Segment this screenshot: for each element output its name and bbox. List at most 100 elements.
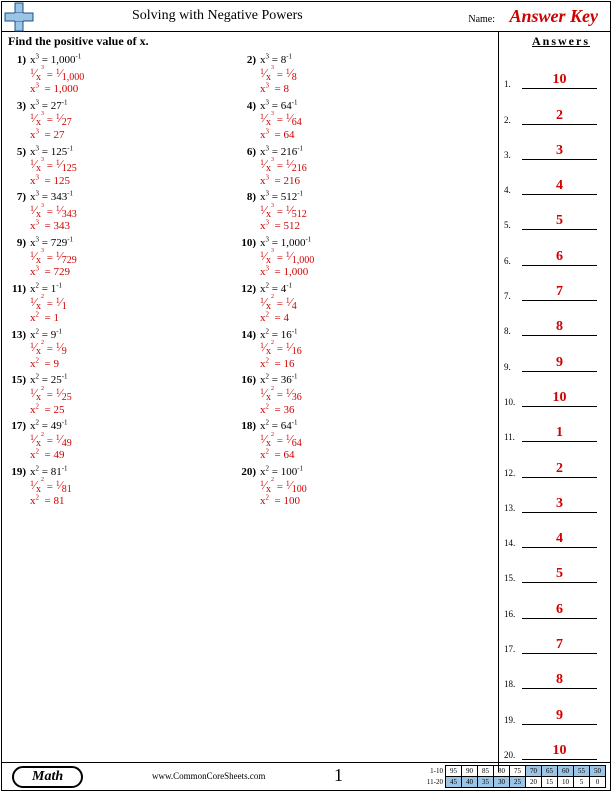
answer-number: 18.: [504, 679, 515, 689]
problem-equation: x3 = 1,000-1: [30, 54, 84, 67]
problem-number: 13): [8, 329, 30, 342]
problem-number: 11): [8, 283, 30, 296]
problem-step2: x3 = 125: [30, 175, 77, 188]
header: Solving with Negative Powers Name: Answe…: [2, 2, 610, 32]
problem-number: 5): [8, 146, 30, 159]
problem-20: 20)x2 = 100-11∕x2 = 1∕100x2 = 100: [238, 466, 468, 512]
answer-row-1: 1.10: [504, 58, 604, 93]
problem-equation: x3 = 1,000-1: [260, 237, 314, 250]
problem-16: 16)x2 = 36-11∕x2 = 1∕36x2 = 36: [238, 374, 468, 420]
problem-equation: x2 = 36-1: [260, 374, 302, 387]
answer-value: 2: [522, 461, 597, 478]
problem-step2: x3 = 512: [260, 220, 307, 233]
problem-equation: x3 = 216-1: [260, 146, 307, 159]
problem-step2: x3 = 343: [30, 220, 77, 233]
problem-step2: x2 = 1: [30, 312, 67, 325]
score-cell: 0: [590, 777, 606, 788]
problem-11: 11)x2 = 1-11∕x2 = 1∕1x2 = 1: [8, 283, 238, 329]
answer-row-7: 7.7: [504, 270, 604, 305]
problem-equation: x3 = 27-1: [30, 100, 72, 113]
problem-number: 12): [238, 283, 260, 296]
problem-number: 10): [238, 237, 260, 250]
problem-number: 15): [8, 374, 30, 387]
answer-number: 12.: [504, 468, 515, 478]
problem-step2: x3 = 27: [30, 129, 72, 142]
score-cell: 40: [462, 777, 478, 788]
answer-number: 9.: [504, 362, 511, 372]
answer-row-8: 8.8: [504, 305, 604, 340]
problem-12: 12)x2 = 4-11∕x2 = 1∕4x2 = 4: [238, 283, 468, 329]
problem-14: 14)x2 = 16-11∕x2 = 1∕16x2 = 16: [238, 329, 468, 375]
score-row1-label: 1-10: [424, 766, 446, 777]
answer-value: 6: [522, 602, 597, 619]
problem-step2: x2 = 64: [260, 449, 302, 462]
answer-row-10: 10.10: [504, 376, 604, 411]
problem-number: 20): [238, 466, 260, 479]
answer-row-9: 9.9: [504, 340, 604, 375]
problem-2: 2)x3 = 8-11∕x3 = 1∕8x3 = 8: [238, 54, 468, 100]
problem-number: 17): [8, 420, 30, 433]
answer-value: 10: [522, 743, 597, 760]
answer-row-20: 20.10: [504, 729, 604, 764]
problem-step2: x2 = 16: [260, 358, 302, 371]
problem-step2: x3 = 729: [30, 266, 77, 279]
name-label: Name:: [468, 14, 495, 25]
problem-equation: x3 = 343-1: [30, 191, 77, 204]
score-cell: 95: [446, 766, 462, 777]
answer-number: 17.: [504, 644, 515, 654]
problem-number: 9): [8, 237, 30, 250]
problem-4: 4)x3 = 64-11∕x3 = 1∕64x3 = 64: [238, 100, 468, 146]
problem-number: 2): [238, 54, 260, 67]
page-number: 1: [334, 765, 343, 786]
problem-equation: x2 = 81-1: [30, 466, 72, 479]
vertical-divider: [498, 32, 499, 772]
score-cell: 20: [526, 777, 542, 788]
answer-number: 16.: [504, 609, 515, 619]
problem-equation: x2 = 49-1: [30, 420, 72, 433]
score-cell: 35: [478, 777, 494, 788]
worksheet-page: Solving with Negative Powers Name: Answe…: [1, 1, 611, 791]
score-cell: 5: [574, 777, 590, 788]
answer-number: 7.: [504, 291, 511, 301]
problem-equation: x2 = 64-1: [260, 420, 302, 433]
answer-value: 4: [522, 531, 597, 548]
problem-step2: x2 = 49: [30, 449, 72, 462]
subject-badge: Math: [12, 766, 83, 788]
answers-column: 1.102.23.34.45.56.67.78.89.910.1011.112.…: [504, 58, 604, 764]
answer-row-19: 19.9: [504, 693, 604, 728]
problem-8: 8)x3 = 512-11∕x3 = 1∕512x3 = 512: [238, 191, 468, 237]
answer-number: 13.: [504, 503, 515, 513]
answer-row-17: 17.7: [504, 623, 604, 658]
scoring-grid: 1-109590858075706560555011-2045403530252…: [424, 765, 607, 788]
answer-row-2: 2.2: [504, 93, 604, 128]
problem-step2: x2 = 4: [260, 312, 297, 325]
problem-equation: x3 = 64-1: [260, 100, 302, 113]
problem-15: 15)x2 = 25-11∕x2 = 1∕25x2 = 25: [8, 374, 238, 420]
body: Find the positive value of x. Answers 1)…: [2, 32, 610, 762]
answer-row-18: 18.8: [504, 658, 604, 693]
answer-row-15: 15.5: [504, 552, 604, 587]
problem-step2: x2 = 36: [260, 404, 302, 417]
answer-number: 15.: [504, 573, 515, 583]
score-row2-label: 11-20: [424, 777, 446, 788]
footer: Math www.CommonCoreSheets.com 1 1-109590…: [2, 762, 610, 790]
answer-row-16: 16.6: [504, 587, 604, 622]
answer-number: 2.: [504, 115, 511, 125]
answer-value: 10: [522, 72, 597, 89]
answer-row-6: 6.6: [504, 234, 604, 269]
answers-heading: Answers: [532, 34, 590, 49]
problem-step2: x2 = 100: [260, 495, 307, 508]
problem-7: 7)x3 = 343-11∕x3 = 1∕343x3 = 343: [8, 191, 238, 237]
problem-step2: x2 = 9: [30, 358, 67, 371]
answer-number: 6.: [504, 256, 511, 266]
score-cell: 65: [542, 766, 558, 777]
problem-6: 6)x3 = 216-11∕x3 = 1∕216x3 = 216: [238, 146, 468, 192]
answer-number: 3.: [504, 150, 511, 160]
worksheet-title: Solving with Negative Powers: [132, 8, 303, 24]
answer-value: 7: [522, 637, 597, 654]
answer-number: 5.: [504, 220, 511, 230]
answer-number: 4.: [504, 185, 511, 195]
instruction-text: Find the positive value of x.: [8, 34, 149, 49]
problem-number: 6): [238, 146, 260, 159]
problem-equation: x2 = 25-1: [30, 374, 72, 387]
